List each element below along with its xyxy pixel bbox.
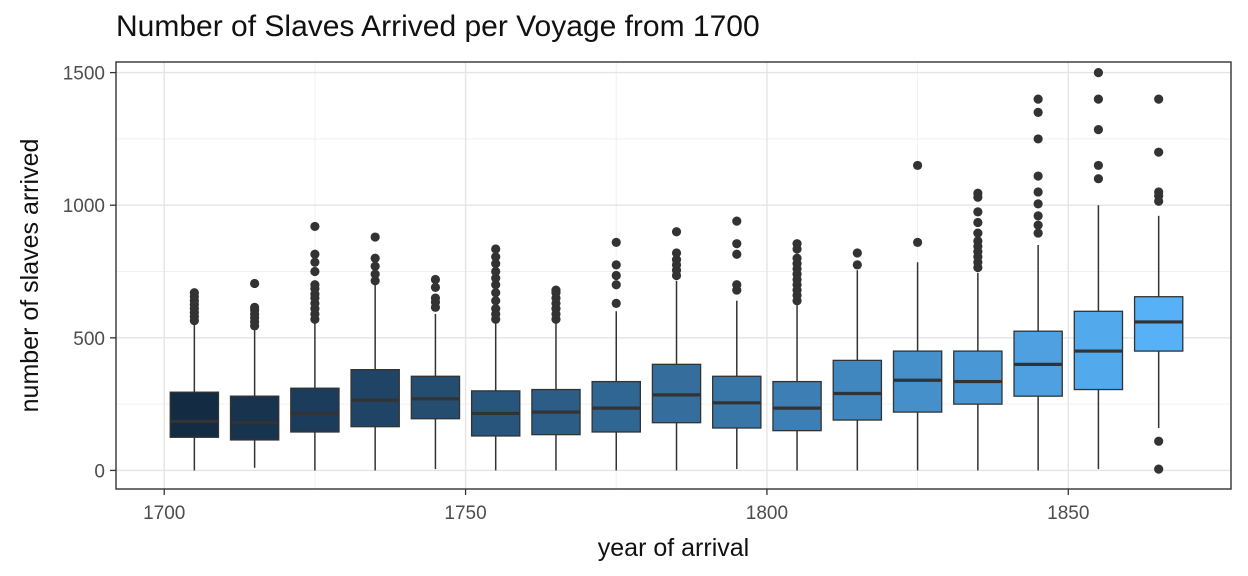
outlier-point [1033,171,1043,181]
x-tick-label: 1850 [1047,503,1089,524]
outlier-point [1093,160,1104,171]
outlier-point [1154,436,1164,446]
outlier-point [310,221,320,232]
outlier-point [1033,134,1043,144]
outlier-point [1093,94,1104,104]
chart-title: Number of Slaves Arrived per Voyage from… [116,10,760,43]
outlier-point [370,269,380,279]
outlier-point [732,239,742,249]
outlier-point [732,216,742,226]
outlier-point [973,207,983,217]
box-iqr [169,391,220,438]
box-iqr [832,359,883,421]
outlier-point [491,280,501,290]
box-iqr [1133,296,1184,352]
outlier-point [973,236,983,246]
outlier-point [611,280,621,290]
outlier-point [1154,464,1164,474]
outlier-point [370,261,380,271]
outlier-point [250,302,260,312]
outlier-point [370,232,380,242]
box-iqr [229,395,280,441]
outlier-point [1033,228,1043,238]
outlier-point [1033,107,1043,117]
outlier-point [1093,125,1104,135]
x-axis-title: year of arrival [598,534,749,562]
outlier-point [671,227,682,237]
outlier-point [732,280,742,290]
y-tick-label: 500 [73,329,105,350]
outlier-point [1093,68,1104,78]
y-tick-label: 1000 [63,196,105,217]
outlier-point [1154,94,1164,104]
outlier-point [671,248,682,258]
outlier-point [310,280,320,290]
outlier-point [792,253,802,263]
outlier-point [370,276,380,286]
outlier-point [310,266,320,277]
outlier-point [430,282,441,293]
outlier-point [310,249,320,259]
outlier-point [973,228,983,238]
outlier-point [611,270,621,281]
outlier-point [491,304,501,314]
box-iqr [772,380,822,432]
outlier-point [491,296,501,306]
outlier-point [1033,199,1043,209]
outlier-point [430,274,441,285]
outlier-point [611,298,621,308]
outlier-point [671,254,682,265]
outlier-point [551,285,561,295]
box-iqr [953,350,1003,405]
outlier-point [852,260,862,270]
outlier-point [250,278,260,289]
outlier-point [1033,220,1043,230]
outlier-point [611,237,621,247]
y-axis-title: number of slaves arrived [16,139,44,413]
outlier-point [1033,187,1043,197]
outlier-point [912,237,923,247]
outlier-point [973,217,983,228]
box-iqr [350,369,400,428]
panel-border [115,61,1232,490]
x-tick-label: 1700 [143,503,185,524]
outlier-point [1033,94,1043,104]
outlier-point [611,260,621,270]
outlier-point [491,252,501,262]
y-tick-label: 0 [94,461,105,482]
outlier-point [491,244,501,254]
outlier-point [1154,147,1164,157]
outlier-point [852,248,862,258]
outlier-point [189,288,199,298]
outlier-point [310,257,320,267]
outlier-point [370,253,380,263]
outlier-point [912,160,923,171]
outlier-point [1154,187,1164,197]
y-tick-label: 1500 [63,64,105,85]
outlier-point [732,249,742,259]
x-tick-label: 1750 [444,503,486,524]
outlier-point [491,258,501,269]
outlier-point [1093,174,1104,184]
outlier-point [973,188,983,198]
outlier-point [491,288,501,298]
outlier-point [491,273,501,283]
outlier-point [792,239,802,249]
box-iqr [290,387,340,433]
outlier-point [430,293,441,303]
outlier-point [1033,211,1043,221]
x-tick-label: 1800 [746,503,788,524]
outlier-point [491,266,501,277]
